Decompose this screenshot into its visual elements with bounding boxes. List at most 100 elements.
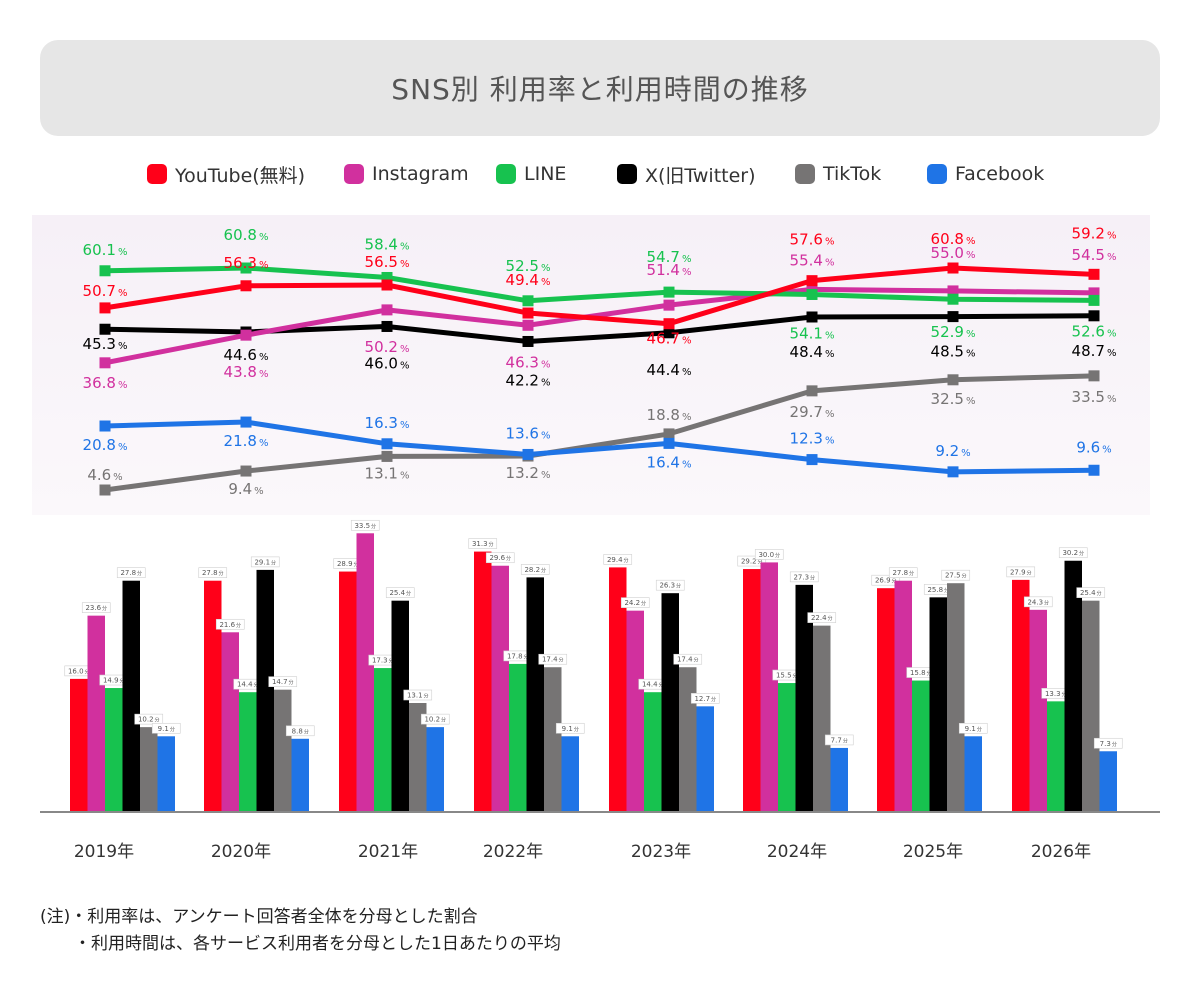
time-label-box-youtube-2025 [871,574,901,586]
time-label-facebook-2025: 9.1分 [965,725,982,733]
bar-facebook-2020 [291,738,309,812]
time-label-box-tiktok-2023 [673,653,703,665]
time-label-box-x-2026 [1058,547,1088,559]
time-label-facebook-2023: 12.7分 [694,695,716,703]
time-label-box-tiktok-2021 [403,689,433,701]
marker-facebook-2025 [947,466,959,478]
time-label-tiktok-2022: 17.4分 [542,656,564,664]
title-banner: SNS別 利用率と利用時間の推移 [40,40,1160,136]
marker-line-2026 [1088,294,1100,306]
marker-line-2019 [99,265,111,277]
legend-swatch-youtube [147,164,167,184]
time-label-youtube-2021: 28.9分 [337,560,359,568]
time-label-youtube-2022: 31.3分 [472,540,494,548]
time-label-x-2022: 28.2分 [524,566,546,574]
marker-tiktok-2023 [663,428,675,440]
marker-x-2026 [1088,310,1100,322]
time-label-box-facebook-2019 [151,722,181,734]
time-label-box-facebook-2025 [958,722,988,734]
bar-line-2021 [374,668,392,812]
time-label-box-tiktok-2025 [941,569,971,581]
marker-x-2024 [806,311,818,323]
time-label-tiktok-2024: 22.4分 [811,614,833,622]
bar-youtube-2022 [474,551,492,812]
time-label-instagram-2024: 30.0分 [758,551,780,559]
legend-label-instagram: Instagram [372,163,469,185]
legend-swatch-tiktok [795,164,815,184]
legend-swatch-facebook [927,164,947,184]
notes: (注)・利用率は、アンケート回答者全体を分母とした割合 ・利用時間は、各サービス… [40,904,561,958]
time-label-x-2019: 27.8分 [120,569,142,577]
marker-facebook-2021 [381,438,393,450]
bar-instagram-2024 [760,562,778,812]
category-label-2020: 2020年 [211,842,271,862]
marker-tiktok-2026 [1088,370,1100,382]
marker-instagram-2023 [663,299,675,311]
marker-line-2020 [240,262,252,274]
marker-x-2023 [663,327,675,339]
time-label-box-x-2021 [385,587,415,598]
time-label-facebook-2024: 7.7分 [831,736,848,744]
time-label-x-2024: 27.3分 [793,573,815,581]
time-label-instagram-2023: 24.2分 [624,599,646,607]
bar-x-2022 [526,577,544,812]
marker-line-2024 [806,288,818,300]
bar-x-2025 [929,597,947,812]
bar-x-2020 [256,569,274,812]
marker-youtube-2020 [240,280,252,292]
time-label-x-2020: 29.1分 [254,558,276,566]
bar-line-2025 [912,680,930,812]
bar-tiktok-2023 [679,667,697,812]
time-label-line-2023: 14.4分 [642,681,664,689]
time-label-line-2021: 17.3分 [372,657,394,665]
bar-instagram-2022 [491,565,509,812]
bar-line-2026 [1047,701,1065,812]
bar-x-2024 [795,584,813,812]
legend-label-facebook: Facebook [955,163,1045,185]
marker-youtube-2025 [947,262,959,274]
legend-swatch-instagram [344,164,364,184]
time-label-box-instagram-2020 [215,618,245,630]
time-label-box-youtube-2024 [737,555,767,567]
time-label-youtube-2019: 16.0分 [68,667,90,675]
marker-facebook-2022 [522,448,534,460]
marker-x-2021 [381,320,393,332]
marker-tiktok-2019 [99,484,111,496]
bar-instagram-2025 [894,580,912,812]
bar-facebook-2025 [964,736,982,812]
line-tiktok [104,373,1095,493]
time-label-youtube-2025: 26.9分 [875,577,897,585]
time-label-box-tiktok-2026 [1076,587,1106,598]
time-label-box-instagram-2025 [888,567,918,579]
time-label-tiktok-2023: 17.4分 [677,656,699,664]
time-label-facebook-2021: 10.2分 [424,716,446,724]
time-label-youtube-2020: 27.8分 [202,569,224,577]
time-label-x-2023: 26.3分 [659,582,681,590]
time-label-tiktok-2019: 10.2分 [138,716,160,724]
legend-item-tiktok: TikTok [795,158,881,190]
bar-tiktok-2021 [409,703,427,812]
time-label-box-tiktok-2020 [268,676,298,687]
bar-tiktok-2022 [544,667,562,812]
time-label-line-2025: 15.8分 [910,669,932,677]
bar-line-2020 [239,692,257,812]
time-label-tiktok-2025: 27.5分 [945,572,967,580]
time-label-x-2021: 25.4分 [389,589,411,597]
time-label-box-instagram-2023 [620,597,650,608]
marker-instagram-2022 [522,319,534,331]
time-label-x-2025: 25.8分 [927,586,949,594]
bar-line-2019 [105,688,123,812]
marker-youtube-2024 [806,275,818,287]
time-label-box-x-2024 [789,571,819,583]
bar-youtube-2019 [70,678,88,812]
time-label-box-tiktok-2019 [134,713,164,725]
bar-tiktok-2020 [274,689,292,812]
legend-swatch-line [496,164,516,184]
marker-tiktok-2025 [947,374,959,386]
time-label-instagram-2026: 24.3分 [1027,598,1049,606]
legend-item-line: LINE [496,158,566,190]
time-label-box-youtube-2023 [603,554,633,565]
bar-line-2023 [644,692,662,812]
legend-item-instagram: Instagram [344,158,469,190]
category-label-2021: 2021年 [358,842,418,862]
